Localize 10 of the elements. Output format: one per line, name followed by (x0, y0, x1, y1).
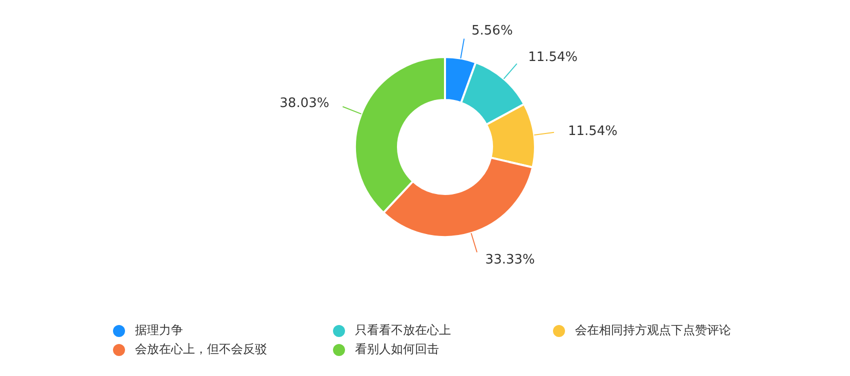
legend-label: 会放在心上，但不会反驳 (135, 341, 267, 358)
legend-label: 只看看不放在心上 (355, 322, 451, 339)
data-label: 38.03% (280, 96, 330, 112)
legend-label: 看别人如何回击 (355, 341, 439, 358)
legend-label: 据理力争 (135, 322, 183, 339)
data-label: 11.54% (568, 124, 618, 139)
data-label: 5.56% (472, 23, 513, 38)
legend-label: 会在相同持方观点下点赞评论 (575, 322, 731, 339)
data-label: 11.54% (528, 50, 578, 66)
data-label: 33.33% (485, 252, 535, 268)
